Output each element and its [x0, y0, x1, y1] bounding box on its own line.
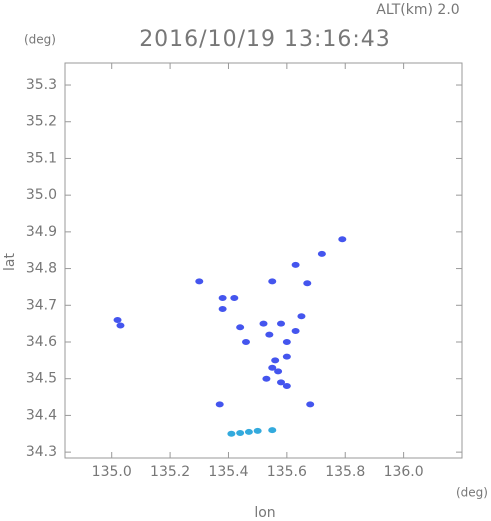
echo [218, 294, 227, 301]
echo [227, 430, 236, 437]
x-tick-label: 135.4 [208, 464, 248, 480]
plot-frame [64, 62, 463, 459]
echo [262, 375, 271, 382]
echo [215, 401, 224, 408]
y-tick-label: 34.8 [26, 261, 57, 277]
echo [236, 324, 245, 331]
echo [195, 278, 204, 285]
echo [113, 316, 122, 323]
echo [236, 430, 245, 437]
y-tick-label: 34.3 [26, 444, 57, 460]
echo [282, 353, 291, 360]
y-tick-label: 35.0 [26, 187, 57, 203]
echo [303, 280, 312, 287]
x-tick-label: 135.8 [325, 464, 365, 480]
echo [265, 331, 274, 338]
chart-title: 2016/10/19 13:16:43 [139, 27, 391, 52]
x-unit: (deg) [456, 486, 488, 500]
echo [268, 364, 277, 371]
x-tick-label: 136.0 [384, 464, 424, 480]
echo [297, 313, 306, 320]
y-unit: (deg) [24, 33, 56, 47]
y-tick-label: 34.6 [26, 334, 57, 350]
x-tick-label: 135.0 [92, 464, 132, 480]
echo [277, 320, 286, 327]
echo [230, 294, 239, 301]
y-tick-label: 35.1 [26, 150, 57, 166]
echo [317, 250, 326, 257]
x-tick-label: 135.2 [150, 464, 190, 480]
echo [241, 338, 250, 345]
y-tick-label: 34.5 [26, 371, 57, 387]
echo [268, 427, 277, 434]
echo [271, 357, 280, 364]
x-axis-label: lon [254, 505, 275, 521]
echo [338, 236, 347, 243]
echo [218, 305, 227, 312]
echo [274, 368, 283, 375]
echo [244, 428, 253, 435]
echo [116, 322, 125, 329]
y-tick-label: 35.2 [26, 114, 57, 130]
echo [277, 379, 286, 386]
x-tick-label: 135.6 [267, 464, 307, 480]
y-axis-label: lat [2, 253, 18, 271]
echo [259, 320, 268, 327]
y-tick-label: 35.3 [26, 77, 57, 93]
echo [306, 401, 315, 408]
echo [268, 278, 277, 285]
echo [291, 327, 300, 334]
echo [253, 427, 262, 434]
echo [291, 261, 300, 268]
altitude: ALT(km) 2.0 [376, 2, 459, 18]
y-tick-label: 34.4 [26, 407, 57, 423]
y-tick-label: 34.7 [26, 297, 57, 313]
y-tick-label: 34.9 [26, 224, 57, 240]
echo [282, 338, 291, 345]
echo [282, 383, 291, 390]
